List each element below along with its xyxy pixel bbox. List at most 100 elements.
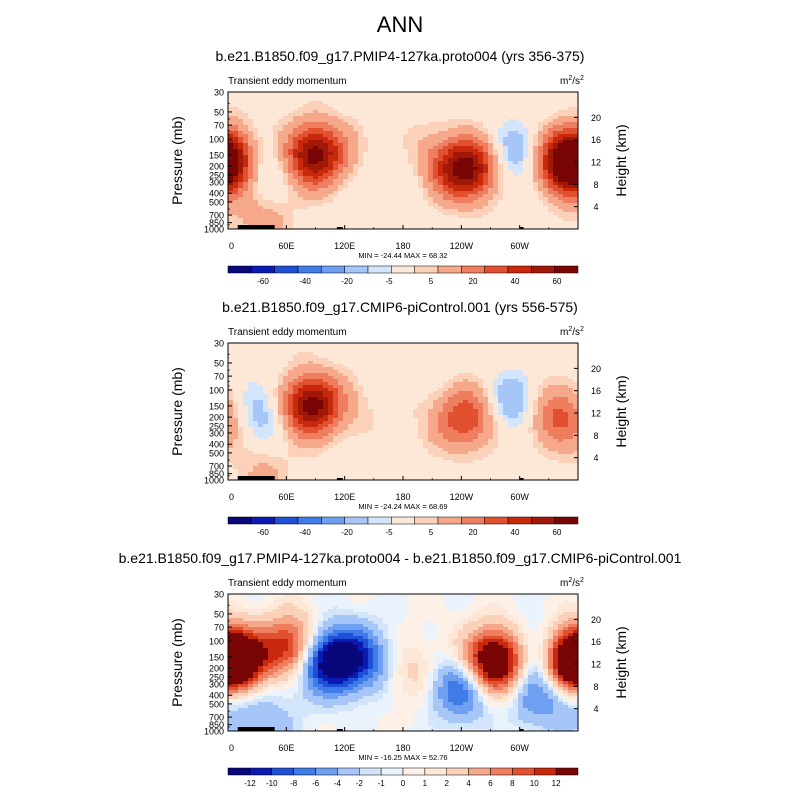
ytick-label: 70: [214, 121, 224, 131]
xtick-label: 60W: [510, 743, 529, 753]
colorbar-label: -40: [299, 277, 311, 286]
colorbar-swatch: [484, 516, 509, 525]
ytick-label: 30: [214, 339, 224, 349]
ytick-label: 200: [209, 162, 224, 172]
ytick-label: 250: [209, 170, 224, 180]
colorbar-swatch: [321, 516, 345, 525]
ytick-right-label: 8: [593, 180, 598, 190]
colorbar-label: -20: [341, 277, 353, 286]
colorbar-swatch: [367, 516, 392, 525]
ytick-label: 30: [214, 88, 224, 98]
colorbar-swatch: [251, 265, 275, 274]
ytick-label: 500: [209, 448, 224, 458]
xtick-label: 60E: [278, 743, 294, 753]
topography-mark: [237, 727, 275, 731]
ytick-label: 100: [209, 386, 224, 396]
xtick-label: 120W: [450, 241, 474, 251]
colorbar-label: 0: [401, 779, 406, 788]
ytick-label: 1000: [204, 727, 224, 737]
topography-mark: [237, 225, 275, 229]
xtick-label: 0: [229, 492, 234, 502]
ytick-label: 700: [209, 713, 224, 723]
ytick-label: 50: [214, 358, 224, 368]
colorbar-label: -60: [257, 277, 269, 286]
y-axis-label: Pressure (mb): [169, 618, 185, 707]
colorbar-swatch: [555, 767, 579, 776]
contour-field: [228, 343, 578, 480]
colorbar-label: -5: [385, 528, 393, 537]
colorbar-swatch: [315, 767, 338, 776]
colorbar-label: -6: [312, 779, 320, 788]
colorbar-swatch: [251, 516, 275, 525]
units-label: m2/s2: [560, 75, 584, 87]
colorbar-swatch: [359, 767, 382, 776]
xtick-label: 60E: [278, 492, 294, 502]
topography-mark: [336, 729, 343, 731]
colorbar-swatch: [391, 265, 415, 274]
colorbar-swatch: [274, 516, 299, 525]
colorbar-swatch: [512, 767, 535, 776]
ytick-label: 300: [209, 428, 224, 438]
xtick-label: 180: [395, 492, 410, 502]
colorbar-swatch: [490, 767, 513, 776]
units-label: m2/s2: [560, 577, 584, 589]
ytick-right-label: 16: [591, 637, 601, 647]
colorbar-swatch: [554, 516, 579, 525]
topography-mark: [519, 729, 524, 731]
colorbar-swatch: [297, 516, 322, 525]
xtick-label: 0: [229, 241, 234, 251]
ytick-right-label: 20: [591, 113, 601, 123]
chart-panel-3: Transient eddy momentum m2/s2305070100150…: [169, 577, 629, 788]
ytick-label: 150: [209, 652, 224, 662]
colorbar-swatch: [293, 767, 316, 776]
colorbar-swatch: [534, 767, 557, 776]
ytick-label: 250: [209, 672, 224, 682]
colorbar-label: -5: [385, 277, 393, 286]
colorbar-swatch: [227, 516, 252, 525]
ytick-label: 70: [214, 372, 224, 382]
colorbar-label: -20: [341, 528, 353, 537]
chart-panel-1: Transient eddy momentum m2/s2305070100150…: [169, 75, 629, 286]
ytick-label: 850: [209, 218, 224, 228]
colorbar-swatch: [424, 767, 447, 776]
xtick-label: 60W: [510, 492, 529, 502]
colorbar-label: -2: [356, 779, 364, 788]
colorbar-swatch: [437, 265, 462, 274]
colorbar-label: -40: [299, 528, 311, 537]
subtitle-left: Transient eddy momentum: [228, 76, 347, 87]
ytick-label: 400: [209, 691, 224, 701]
colorbar-swatch: [249, 767, 272, 776]
xtick-label: 60W: [510, 241, 529, 251]
ytick-label: 500: [209, 197, 224, 207]
topography-mark: [336, 227, 343, 229]
xtick-label: 120W: [450, 743, 474, 753]
ytick-label: 100: [209, 637, 224, 647]
xtick-label: 180: [395, 743, 410, 753]
colorbar-swatch: [271, 767, 294, 776]
xtick-label: 120E: [334, 743, 355, 753]
ytick-right-label: 4: [593, 202, 598, 212]
xtick-label: 120W: [450, 492, 474, 502]
subtitle-left: Transient eddy momentum: [228, 578, 347, 589]
stats-label: MIN = -24.24 MAX = 68.69: [358, 502, 447, 511]
ytick-right-label: 16: [591, 386, 601, 396]
ytick-label: 200: [209, 664, 224, 674]
colorbar-swatch: [461, 516, 485, 525]
chart-panel-2: Transient eddy momentum m2/s2305070100150…: [169, 326, 629, 537]
ytick-label: 850: [209, 720, 224, 730]
colorbar-label: -1: [378, 779, 386, 788]
xtick-label: 180: [395, 241, 410, 251]
colorbar-swatch: [297, 265, 322, 274]
topography-mark: [519, 227, 524, 229]
topography-mark: [237, 476, 275, 480]
colorbar-swatch: [227, 767, 251, 776]
colorbar-label: 20: [469, 277, 478, 286]
colorbar-label: 8: [510, 779, 515, 788]
ytick-label: 250: [209, 421, 224, 431]
colorbar-label: 20: [469, 528, 478, 537]
colorbar-swatch: [344, 265, 369, 274]
colorbar-label: 40: [511, 277, 520, 286]
panel-title-2: b.e21.B1850.f09_g17.CMIP6-piControl.001 …: [222, 299, 578, 315]
colorbar-label: 12: [552, 779, 561, 788]
ytick-label: 700: [209, 211, 224, 221]
